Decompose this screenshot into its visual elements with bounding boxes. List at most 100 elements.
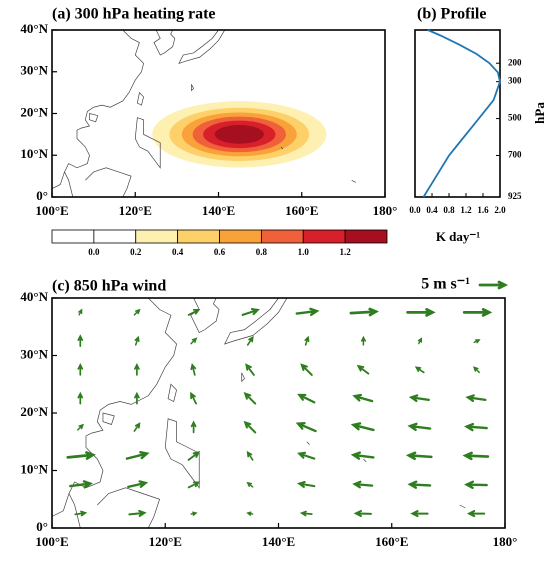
wind-arrow <box>241 308 260 316</box>
wind-arrow <box>407 422 432 432</box>
wind-arrow <box>360 335 366 346</box>
wind-arrow <box>406 308 436 317</box>
y-tick-label: 20°N <box>20 104 48 119</box>
reference-label: 5 m s⁻¹ <box>421 276 470 293</box>
wind-arrow <box>408 394 430 403</box>
wind-arrow <box>134 391 140 405</box>
wind-arrow <box>414 366 425 374</box>
wind-arrow <box>78 308 83 316</box>
wind-arrow <box>246 481 254 488</box>
wind-arrow <box>352 480 374 489</box>
coastline <box>52 298 465 528</box>
x-tick-label: 100°E <box>35 534 68 549</box>
wind-arrow <box>246 450 254 461</box>
map-c <box>52 298 493 528</box>
colorbar-label: 0.4 <box>172 247 184 257</box>
wind-arrow <box>356 364 370 375</box>
panel-title: (c) 850 hPa wind <box>52 278 166 295</box>
colorbar-label: 0.0 <box>88 247 100 257</box>
wind-arrow <box>243 392 257 405</box>
colorbar-box <box>93 229 137 244</box>
wind-arrow <box>478 280 509 290</box>
x-tick-label: 0.0 <box>409 205 421 215</box>
y-tick-label: 700 <box>508 150 522 160</box>
wind-arrow <box>190 511 198 516</box>
x-tick-label: 180° <box>373 203 398 218</box>
wind-arrow <box>295 422 317 433</box>
frame-c <box>51 297 506 529</box>
wind-arrow <box>473 339 481 344</box>
wind-arrow <box>407 480 432 489</box>
x-tick-label: 100°E <box>35 203 68 218</box>
wind-arrow <box>246 335 254 346</box>
wind-arrow <box>190 420 197 434</box>
wind-arrow <box>187 309 201 316</box>
wind-arrow <box>473 366 480 374</box>
colorbar-label: 1.2 <box>340 247 352 257</box>
wind-arrow <box>134 362 140 376</box>
x-tick-label: 1.6 <box>477 205 489 215</box>
wind-arrow <box>127 480 149 489</box>
y-tick-label: 10°N <box>20 461 48 476</box>
wind-arrow <box>464 480 488 489</box>
wind-arrow <box>134 335 140 346</box>
y-tick-label: 20°N <box>20 404 48 419</box>
wind-arrow <box>74 510 88 517</box>
wind-arrow <box>352 393 374 403</box>
colorbar-box <box>51 229 95 244</box>
colorbar-label: 0.6 <box>214 247 226 257</box>
x-tick-label: 0.4 <box>426 205 438 215</box>
y-tick-label: 0° <box>36 188 48 203</box>
y-axis-label: hPa <box>532 102 547 124</box>
x-tick-label: 0.8 <box>443 205 455 215</box>
y-tick-label: 40°N <box>20 21 48 36</box>
wind-arrow <box>349 307 379 317</box>
y-tick-label: 500 <box>508 113 522 123</box>
panel-title: (a) 300 hPa heating rate <box>52 6 216 23</box>
wind-arrow <box>246 511 254 516</box>
colorbar-box <box>302 229 346 244</box>
wind-arrow <box>187 451 201 461</box>
wind-arrow <box>417 337 422 345</box>
wind-arrow <box>462 308 493 317</box>
y-tick-label: 300 <box>508 76 522 86</box>
x-tick-label: 2.0 <box>494 205 506 215</box>
wind-arrow <box>125 450 150 460</box>
x-tick-label: 140°E <box>262 534 295 549</box>
y-tick-label: 10°N <box>20 146 48 161</box>
x-tick-label: 140°E <box>202 203 235 218</box>
wind-arrow <box>297 451 316 460</box>
wind-arrow <box>304 335 310 346</box>
x-tick-label: 160°E <box>285 203 318 218</box>
heating-contour <box>214 125 264 144</box>
wind-arrow <box>190 363 197 376</box>
wind-arrow <box>350 451 375 460</box>
wind-arrow <box>465 394 487 403</box>
x-tick-label: 120°E <box>149 534 182 549</box>
y-tick-label: 200 <box>508 57 522 67</box>
x-tick-label: 160°E <box>375 534 408 549</box>
colorbar-box <box>219 229 262 244</box>
wind-arrow <box>190 391 197 405</box>
wind-arrow <box>410 510 429 518</box>
wind-arrow <box>300 363 313 376</box>
wind-arrow <box>77 391 84 405</box>
y-tick-label: 925 <box>508 191 522 201</box>
colorbar-box <box>135 229 179 244</box>
colorbar-box <box>177 229 220 244</box>
panel-title: (b) Profile <box>417 6 486 23</box>
wind-arrow <box>297 393 316 404</box>
wind-arrow <box>187 481 201 489</box>
wind-arrow <box>77 334 84 347</box>
x-tick-label: 1.2 <box>460 205 472 215</box>
y-tick-label: 30°N <box>20 63 48 78</box>
wind-arrow <box>353 509 372 518</box>
colorbar-label: 0.8 <box>256 247 268 257</box>
x-axis-label: K day⁻¹ <box>436 229 480 244</box>
wind-arrow <box>69 480 93 489</box>
wind-arrow <box>462 451 490 461</box>
wind-arrow <box>295 307 320 317</box>
y-tick-label: 30°N <box>20 346 48 361</box>
wind-arrow <box>77 362 84 376</box>
